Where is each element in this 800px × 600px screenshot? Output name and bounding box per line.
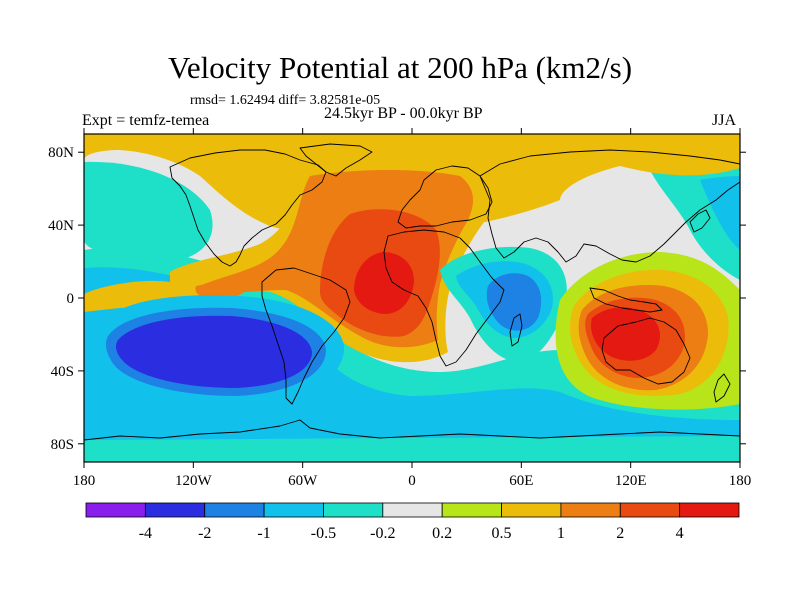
- chart-title: Velocity Potential at 200 hPa (km2/s): [167, 50, 633, 85]
- colorbar-level-label: -0.2: [370, 525, 395, 542]
- coastline-africa: [383, 229, 505, 367]
- colorbar-level-label: 0.2: [432, 525, 452, 542]
- x-tick-label: 180: [73, 473, 96, 489]
- colorbar-swatch: [679, 502, 740, 518]
- colorbar-swatch: [204, 502, 265, 518]
- coastline-greenland: [299, 143, 373, 177]
- coastline-antarctica: [84, 419, 740, 441]
- y-tick-label: 80N: [48, 145, 74, 161]
- colorbar-swatch: [323, 502, 384, 518]
- field-australia-core: [590, 307, 660, 361]
- field-indian-negative-core: [486, 273, 542, 331]
- colorbar-level-label: 0.5: [492, 525, 512, 542]
- colorbar-swatch: [619, 502, 681, 518]
- x-tick-label: 120W: [175, 473, 213, 489]
- y-tick-label: 80S: [51, 437, 74, 453]
- coastline-new-zealand: [713, 373, 731, 403]
- field-north-pacific-core: [700, 176, 740, 250]
- season-label: JJA: [712, 112, 737, 129]
- coastline-australia: [601, 317, 691, 385]
- contour-field: [84, 134, 740, 462]
- field-atlantic-core: [354, 252, 414, 314]
- coastline-south-america: [261, 267, 351, 405]
- colorbar-swatch: [501, 502, 562, 518]
- axes: 180 120W 60W 0 60E 120E 180 80N 40N 0 40S 80S: [48, 128, 751, 489]
- y-tick-label: 0: [67, 291, 75, 307]
- coastline-madagascar: [509, 313, 523, 347]
- x-tick-label: 0: [408, 473, 416, 489]
- field-south-pacific-core: [116, 315, 312, 388]
- colorbar-level-label: 2: [616, 525, 624, 542]
- coastlines: [84, 143, 740, 441]
- colorbar: -4 -2 -1 -0.5 -0.2 0.2 0.5 1 2 4: [85, 502, 740, 542]
- colorbar-swatch: [263, 502, 324, 518]
- colorbar-swatch: [382, 502, 443, 518]
- x-tick-label: 120E: [615, 473, 647, 489]
- coastline-asia: [479, 149, 740, 263]
- x-tick-label: 180: [729, 473, 752, 489]
- coastline-japan: [689, 209, 711, 233]
- x-tick-label: 60E: [509, 473, 533, 489]
- y-tick-label: 40S: [51, 364, 74, 380]
- field-pacific-tongue: [195, 283, 246, 299]
- period-label: 24.5kyr BP - 00.0kyr BP: [324, 105, 483, 122]
- stats-label: rmsd= 1.62494 diff= 3.82581e-05: [190, 93, 381, 108]
- colorbar-swatch: [441, 502, 502, 518]
- colorbar-swatch: [144, 502, 206, 518]
- colorbar-level-label: -4: [139, 525, 152, 542]
- colorbar-level-label: -0.5: [311, 525, 336, 542]
- coastline-north-america: [169, 149, 327, 267]
- coastline-europe: [397, 165, 493, 229]
- x-tick-label: 60W: [288, 473, 318, 489]
- coastline-indonesia: [589, 287, 663, 313]
- colorbar-level-label: 1: [557, 525, 565, 542]
- colorbar-swatch: [85, 502, 146, 518]
- colorbar-swatch: [560, 502, 621, 518]
- colorbar-level-label: -2: [198, 525, 211, 542]
- colorbar-level-label: 4: [676, 525, 684, 542]
- field-far-south: [84, 436, 740, 462]
- colorbar-level-label: -1: [257, 525, 270, 542]
- experiment-label: Expt = temfz-temea: [82, 112, 210, 129]
- y-tick-label: 40N: [48, 218, 74, 234]
